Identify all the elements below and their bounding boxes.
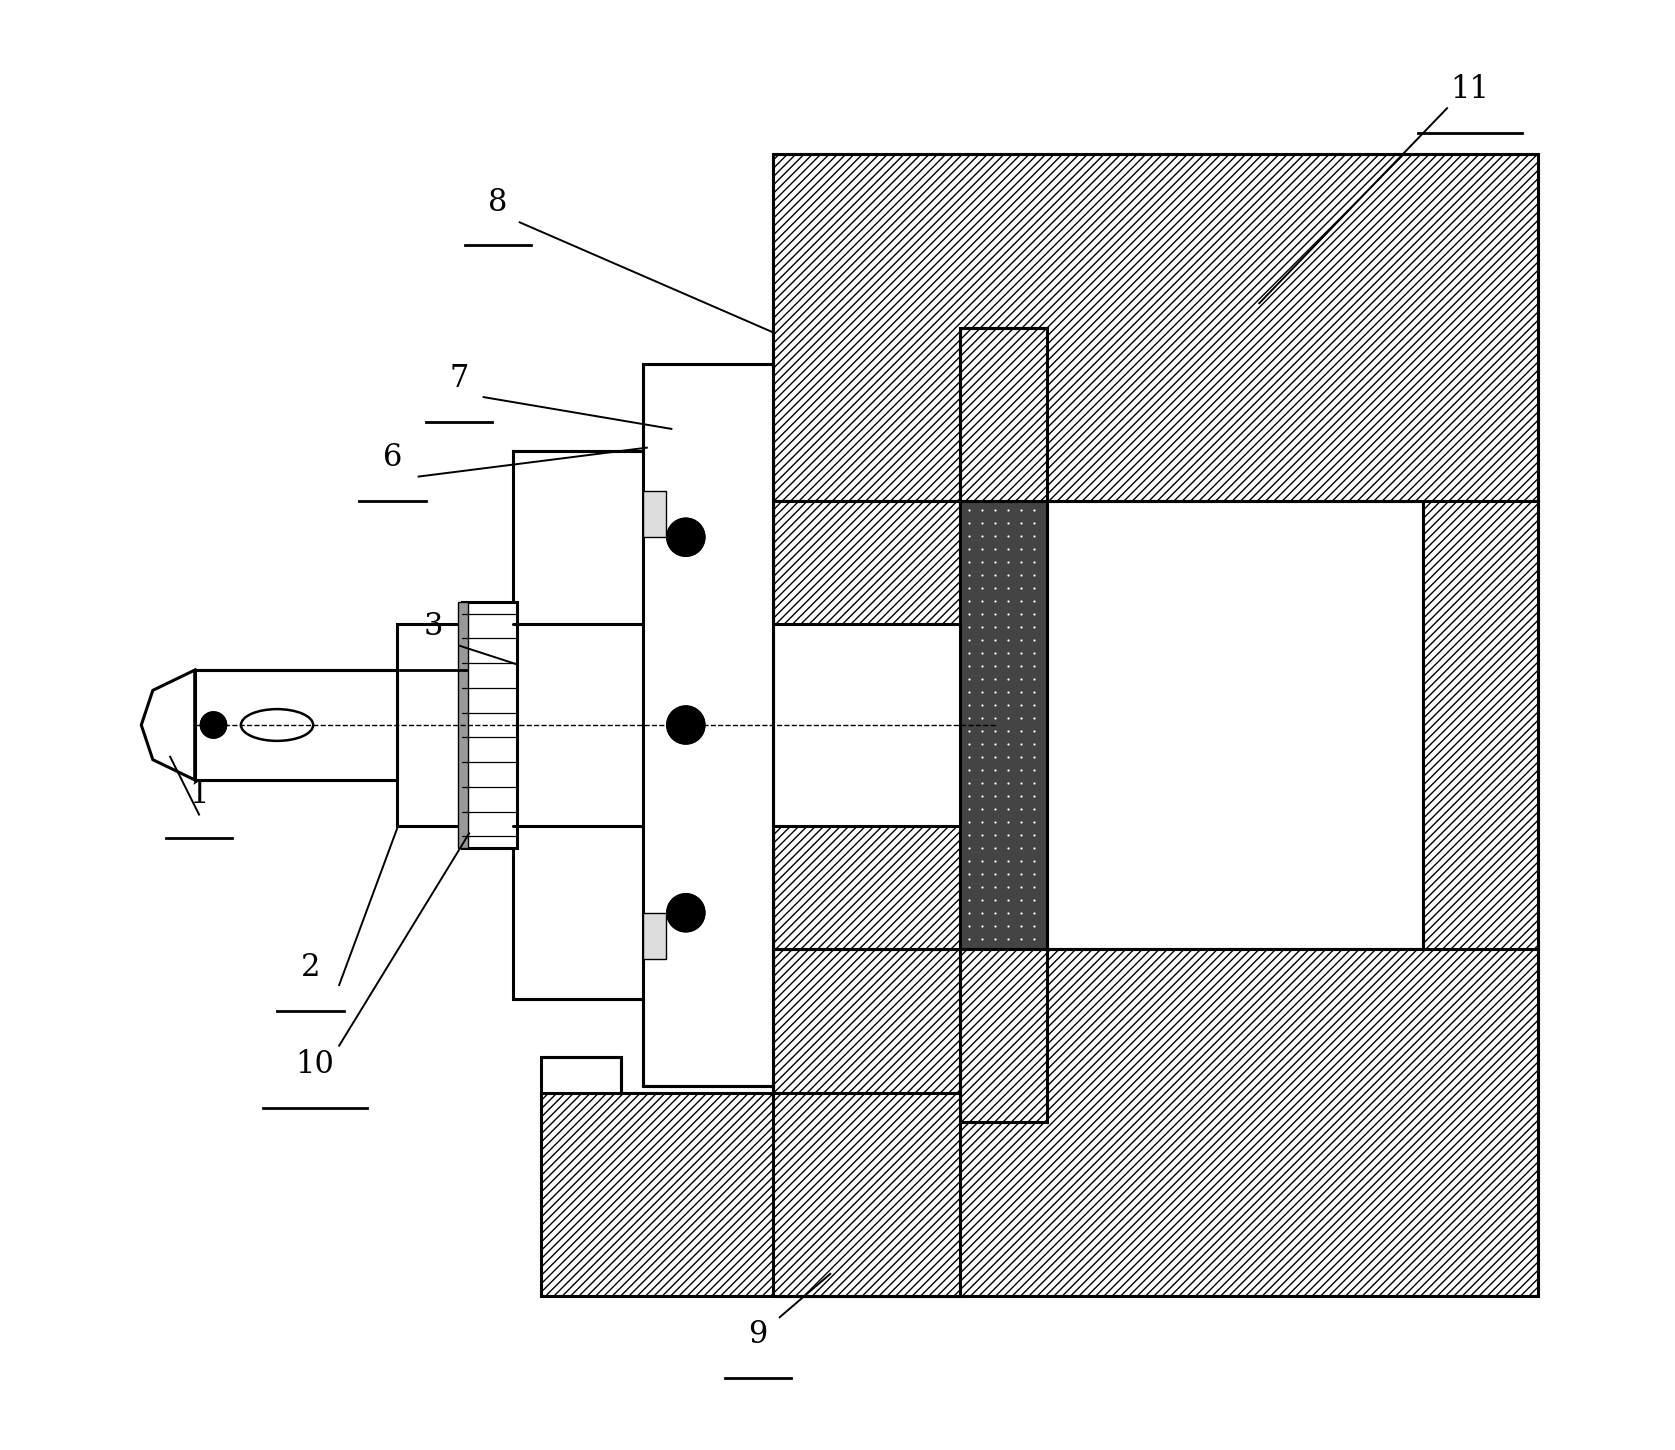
Bar [772,502,960,948]
Bar [772,155,1538,502]
Text: 9: 9 [749,1320,767,1350]
Polygon shape [141,670,194,780]
Text: 8: 8 [489,187,508,218]
Circle shape [667,895,705,931]
Bar [397,624,960,826]
Bar [643,364,772,1086]
Bar [772,948,1538,1295]
Text: 7: 7 [449,362,469,394]
Bar [541,1057,621,1093]
Text: 2: 2 [300,953,320,983]
Bar [462,602,518,848]
Bar [513,451,772,999]
Bar [1422,502,1538,948]
Text: 6: 6 [384,442,402,473]
Circle shape [201,712,226,738]
Bar [541,1093,960,1295]
Bar [457,602,467,848]
Circle shape [667,706,705,744]
Text: 10: 10 [295,1048,333,1080]
Text: 11: 11 [1451,74,1489,104]
Bar [960,328,1047,502]
Bar [194,670,397,780]
Bar [960,502,1047,948]
Text: 3: 3 [424,612,442,642]
Bar [960,948,1047,1122]
Bar [643,914,665,958]
Text: 1: 1 [189,779,209,811]
Bar [643,492,665,536]
Circle shape [667,519,705,555]
